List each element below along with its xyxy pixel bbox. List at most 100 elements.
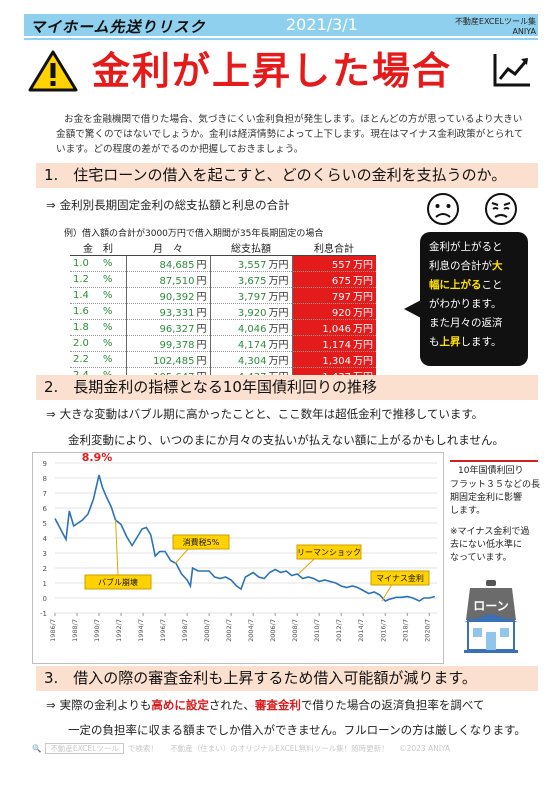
section-3-text: された、 bbox=[208, 698, 255, 712]
section-2-sub-2: 金利変動により、いつのまにか月々の支払いが払えない額に上がるかもしれません。 bbox=[68, 433, 504, 447]
footer-search-box[interactable]: 不動産EXCELツール bbox=[45, 743, 124, 754]
footer-search-tail: で検索！ bbox=[127, 744, 158, 753]
side-note-line: 去にない低水準に bbox=[450, 540, 523, 550]
y-tick-label: -1 bbox=[40, 610, 47, 618]
y-tick-label: 7 bbox=[43, 490, 47, 498]
callout-text: こと bbox=[481, 279, 503, 291]
y-tick-label: 5 bbox=[43, 520, 47, 528]
section-2-sub-text: 大きな変動はバブル期に高かったことと、ここ数年は超低金利で推移しています。 bbox=[59, 407, 484, 421]
brand-label: 不動産EXCELツール集 ANIYA bbox=[455, 17, 536, 37]
x-tick-label: 1988/7 bbox=[71, 619, 79, 642]
x-tick-label: 2004/7 bbox=[247, 619, 255, 642]
callout-highlight: 大 bbox=[492, 260, 503, 272]
side-note-line: ※マイナス金利で過 bbox=[450, 527, 530, 537]
callout-line-5: また月々の返済 bbox=[429, 317, 503, 329]
col-monthly: 月 々 bbox=[126, 240, 210, 256]
bubble-annotation-label: バブル崩壊 bbox=[98, 577, 138, 587]
cell-monthly: 99,378 円 bbox=[125, 335, 210, 352]
warning-icon bbox=[28, 50, 78, 92]
table-body: 1.0% 84,685 円 3,557 万円 557 万円 1.2% 87,510 円 3,675 万… bbox=[70, 255, 376, 384]
cell-total: 4,174 万円 bbox=[209, 335, 292, 352]
worried-face-icon bbox=[485, 193, 517, 225]
brand-line-2: ANIYA bbox=[512, 27, 536, 36]
section-1-heading: 1. 住宅ローンの借入を起こすと、どのくらいの金利を支払うのか。 bbox=[36, 163, 538, 188]
side-note: フラット３５などの長 期固定金利に影響 します。 ※マイナス金利で過 去にない低… bbox=[450, 479, 540, 565]
footer-copyright: ©2023 ANIYA bbox=[399, 744, 451, 753]
callout-box: 金利が上がると 利息の合計が大 幅に上がること がわかります。 また月々の返済 … bbox=[420, 232, 528, 366]
cell-interest: 675 万円 bbox=[291, 271, 376, 288]
trend-chart-icon bbox=[493, 54, 530, 87]
x-tick-label: 2010/7 bbox=[313, 619, 321, 642]
x-tick-label: 2018/7 bbox=[401, 619, 409, 642]
loan-weight-icon bbox=[464, 580, 518, 653]
callout-line-6: も上昇します。 bbox=[429, 333, 521, 352]
cell-total: 4,046 万円 bbox=[209, 319, 292, 336]
arrow-icon: ⇒ bbox=[46, 698, 56, 712]
y-tick-label: 8 bbox=[43, 475, 47, 483]
callout-text: します。 bbox=[460, 336, 502, 348]
y-tick-label: 4 bbox=[43, 535, 48, 543]
cell-rate: 1.0% bbox=[70, 255, 126, 272]
cell-monthly: 87,510 円 bbox=[125, 271, 210, 288]
table-row: 2.0% 99,378 円 4,174 万円 1,174 万円 bbox=[70, 335, 376, 352]
col-total: 総支払額 bbox=[210, 240, 292, 256]
section-2-heading: 2. 長期金利の指標となる10年国債利回りの推移 bbox=[36, 375, 538, 400]
cell-rate: 2.2% bbox=[70, 351, 126, 368]
arrow-icon: ⇒ bbox=[46, 198, 56, 212]
table-row: 1.0% 84,685 円 3,557 万円 557 万円 bbox=[70, 255, 376, 272]
cell-monthly: 102,485 円 bbox=[125, 351, 210, 368]
lehman-annotation-label: リーマンショック bbox=[297, 548, 361, 557]
side-note-line: します。 bbox=[450, 506, 486, 516]
negative-rate-annotation-box bbox=[370, 570, 430, 586]
section-1-sub: ⇒ 金利別長期固定金利の総支払額と利息の合計 bbox=[46, 197, 290, 213]
cell-total: 3,797 万円 bbox=[209, 287, 292, 304]
callout-line-4: がわかります。 bbox=[429, 298, 502, 310]
cell-interest: 1,174 万円 bbox=[291, 335, 376, 352]
y-tick-label: 9 bbox=[43, 460, 47, 468]
cell-monthly: 90,392 円 bbox=[125, 287, 210, 304]
callout-highlight: 上昇 bbox=[439, 336, 461, 348]
brand-line-1: 不動産EXCELツール集 bbox=[454, 17, 536, 26]
cell-monthly: 96,327 円 bbox=[125, 319, 210, 336]
x-tick-label: 2006/7 bbox=[269, 619, 277, 642]
x-tick-label: 1996/7 bbox=[159, 619, 167, 642]
bubble-annotation-box bbox=[84, 574, 152, 590]
y-tick-label: 1 bbox=[43, 580, 47, 588]
header-title: マイホーム先送りリスク bbox=[30, 18, 206, 36]
cell-interest: 797 万円 bbox=[291, 287, 376, 304]
x-tick-label: 1992/7 bbox=[115, 619, 123, 642]
callout-highlight: 幅に上がる bbox=[429, 279, 482, 291]
callout-line-3: 幅に上がること bbox=[429, 276, 521, 295]
table-row: 1.6% 93,331 円 3,920 万円 920 万円 bbox=[70, 303, 376, 320]
x-tick-label: 2002/7 bbox=[225, 619, 233, 642]
section-3-line-2: 一定の負担率に収まる額までしか借入ができません。フルローンの方は厳しくなります。 bbox=[68, 723, 526, 737]
section-1-sub-text: 金利別長期固定金利の総支払額と利息の合計 bbox=[59, 198, 290, 212]
x-tick-label: 2008/7 bbox=[291, 619, 299, 642]
tax-annotation-box bbox=[172, 534, 230, 550]
callout-tail bbox=[404, 300, 421, 318]
y-tick-label: 0 bbox=[43, 595, 47, 603]
x-tick-label: 2016/7 bbox=[379, 619, 387, 642]
side-note-line: フラット３５などの長 bbox=[450, 480, 541, 490]
arrow-icon: ⇒ bbox=[46, 407, 56, 421]
table-row: 1.8% 96,327 円 4,046 万円 1,046 万円 bbox=[70, 319, 376, 336]
cell-monthly: 84,685 円 bbox=[125, 255, 210, 272]
header-date: 2021/3/1 bbox=[286, 15, 358, 34]
side-note-title: 10年国債利回り bbox=[458, 466, 524, 476]
y-tick-label: 2 bbox=[43, 565, 47, 573]
table-header-row: 金 利 月 々 総支払額 利息合計 bbox=[70, 240, 376, 256]
cell-total: 3,920 万円 bbox=[209, 303, 292, 320]
x-tick-label: 1986/7 bbox=[49, 619, 57, 642]
cell-rate: 1.4% bbox=[70, 287, 126, 304]
cell-rate: 1.6% bbox=[70, 303, 126, 320]
table-row: 1.2% 87,510 円 3,675 万円 675 万円 bbox=[70, 271, 376, 288]
col-interest: 利息合計 bbox=[292, 240, 376, 256]
section-3-sub: ⇒ 実際の金利よりも高めに設定された、審査金利で借りた場合の返済負担率を調べて bbox=[46, 697, 484, 713]
y-tick-label: 6 bbox=[43, 505, 48, 513]
header-band bbox=[24, 14, 538, 36]
bond-yield-chart: -1 0 1 2 3 4 5 6 7 8 9 1986/7 1988/7 1990/7 1992/7 1994… bbox=[32, 452, 444, 664]
main-title: 金利が上昇した場合 bbox=[92, 49, 453, 93]
cell-interest: 557 万円 bbox=[291, 255, 376, 272]
cell-rate: 1.2% bbox=[70, 271, 126, 288]
intro-text: お金を金融機関で借りた場合、気づきにくい金利負担が発生します。ほとんどの方が思っ… bbox=[56, 114, 524, 155]
